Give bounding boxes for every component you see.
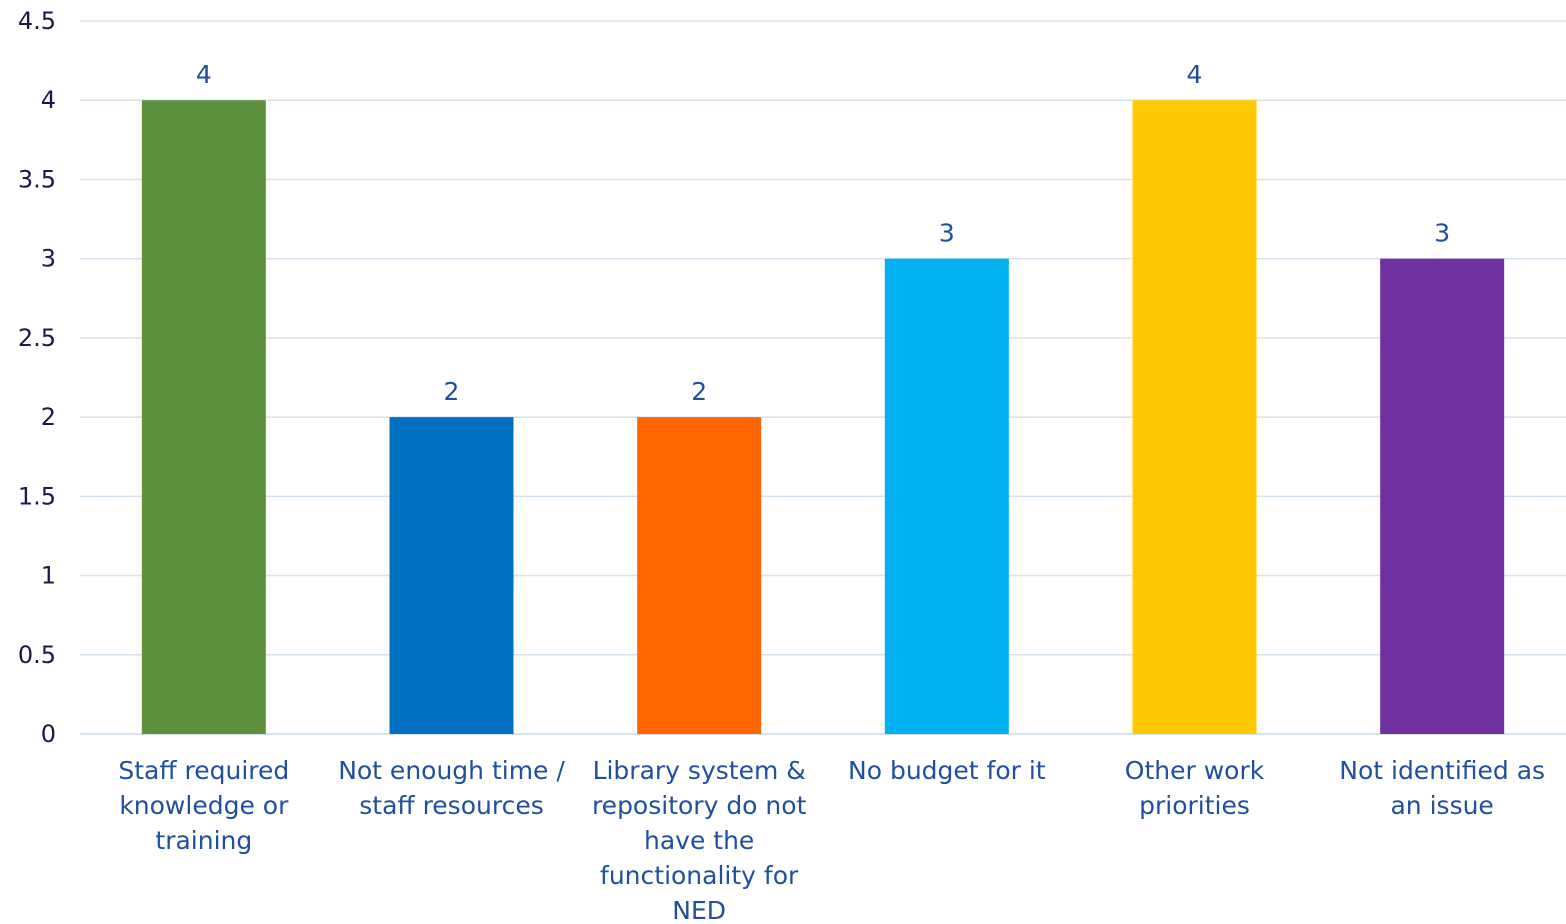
bar <box>1380 258 1505 734</box>
data-label: 2 <box>691 377 707 406</box>
y-tick-label: 0 <box>41 720 56 748</box>
x-tick-label-line: Library system & <box>593 756 806 785</box>
bar <box>637 417 762 734</box>
x-tick-label: No budget for it <box>848 756 1046 785</box>
x-tick-label-line: have the <box>644 826 754 855</box>
x-tick-label-line: an issue <box>1390 791 1493 820</box>
x-tick-label-line: priorities <box>1139 791 1250 820</box>
data-label: 3 <box>939 219 955 248</box>
y-axis-ticks: 0 0.5 1 1.5 2 2.5 3 3.5 4 4.5 <box>18 7 56 748</box>
x-tick-label-line: Not enough time / <box>338 756 565 785</box>
bar <box>884 258 1009 734</box>
x-tick-label-line: functionality for <box>600 861 799 890</box>
y-tick-label: 3 <box>41 245 56 273</box>
y-tick-label: 2.5 <box>18 324 56 352</box>
x-tick-label: Staff required knowledge or training <box>118 756 289 855</box>
x-tick-label-line: Other work <box>1125 756 1265 785</box>
x-tick-label-line: training <box>155 826 252 855</box>
y-tick-label: 0.5 <box>18 641 56 669</box>
x-tick-label-line: NED <box>672 896 726 920</box>
x-tick-label: Other work priorities <box>1125 756 1265 820</box>
data-label: 4 <box>1187 60 1203 89</box>
x-tick-label-line: Staff required <box>118 756 289 785</box>
gridlines <box>80 20 1566 735</box>
y-tick-label: 1 <box>41 562 56 590</box>
data-labels: 4 2 2 3 4 3 <box>196 60 1450 406</box>
x-tick-label-line: Not identified as <box>1339 756 1545 785</box>
x-tick-label: Library system & repository do not have th… <box>592 756 807 920</box>
y-tick-label: 2 <box>41 403 56 431</box>
y-tick-label: 3.5 <box>18 165 56 193</box>
x-tick-label: Not identified as an issue <box>1339 756 1545 820</box>
x-tick-label-line: repository do not <box>592 791 807 820</box>
x-tick-label-line: staff resources <box>359 791 543 820</box>
y-tick-label: 4.5 <box>18 7 56 35</box>
bar <box>389 417 514 734</box>
x-axis-labels: Staff required knowledge or training Not en… <box>118 756 1545 924</box>
bars <box>141 100 1505 734</box>
y-tick-label: 4 <box>41 86 56 114</box>
data-label: 2 <box>444 377 460 406</box>
data-label: 4 <box>196 60 212 89</box>
data-label: 3 <box>1434 219 1450 248</box>
bar <box>1132 100 1257 734</box>
x-tick-label: Not enough time / staff resources <box>338 756 565 820</box>
x-tick-label-line: knowledge or <box>119 791 289 820</box>
y-tick-label: 1.5 <box>18 482 56 510</box>
x-tick-label-line: No budget for it <box>848 756 1046 785</box>
bar <box>141 100 266 734</box>
